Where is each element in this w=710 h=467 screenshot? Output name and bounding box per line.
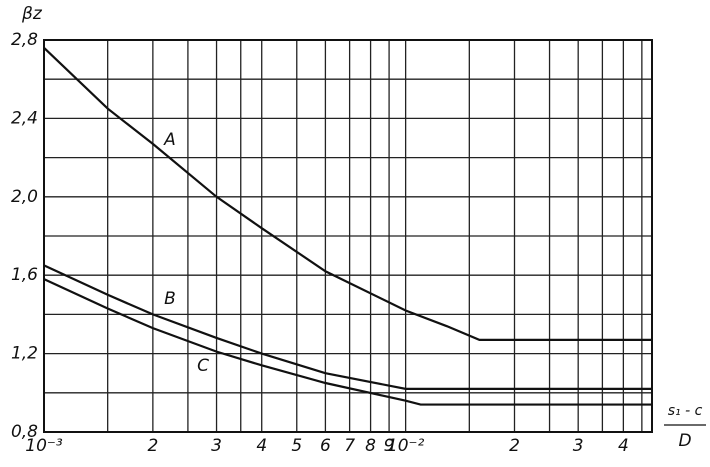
series-label: B [164, 289, 176, 309]
x-tick-label: 2 [147, 436, 158, 456]
series-line [43, 278, 652, 406]
x-tick-label: 9 [384, 436, 395, 456]
y-tick-label: 1,2 [11, 344, 38, 364]
x-axis-label-numerator: s₁ - c [668, 403, 703, 419]
y-tick-label: 0,8 [11, 422, 38, 442]
y-tick-label: 2,0 [11, 187, 38, 207]
x-tick-label: 4 [256, 436, 267, 456]
x-tick-label: 10⁻² [387, 436, 425, 456]
series-label: C [197, 356, 209, 376]
x-tick-label: 10⁻³ [25, 436, 63, 456]
x-tick-label: 8 [365, 436, 376, 456]
series-label: A [163, 130, 176, 150]
x-tick-label: 3 [211, 436, 222, 456]
x-tick-label: 4 [618, 436, 629, 456]
plot-frame [43, 39, 653, 433]
x-tick-label: 3 [573, 436, 584, 456]
x-tick-label: 5 [291, 436, 302, 456]
x-tick-label: 2 [509, 436, 520, 456]
y-tick-label: 2,8 [11, 30, 38, 50]
series-line [43, 264, 652, 390]
y-tick-label: 1,6 [11, 265, 38, 285]
x-tick-label: 7 [344, 436, 355, 456]
x-axis-label-denominator: D [678, 431, 691, 451]
x-tick-label: 6 [320, 436, 331, 456]
series-line [43, 47, 652, 341]
y-axis-label: βz [21, 4, 43, 24]
y-tick-label: 2,4 [11, 108, 38, 128]
